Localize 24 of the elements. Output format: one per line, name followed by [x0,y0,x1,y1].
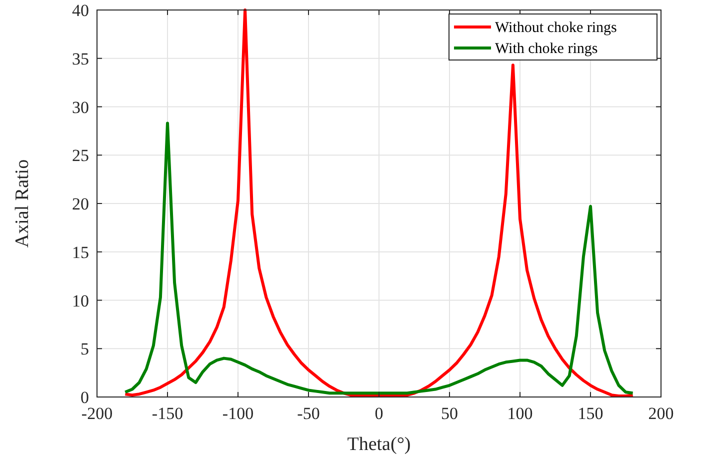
y-tick-label: 35 [72,49,89,68]
y-tick-label: 0 [80,388,89,407]
y-tick-label: 10 [72,291,89,310]
y-tick-label: 25 [72,146,89,166]
y-axis-title: Axial Ratio [12,159,33,248]
x-tick-label: 100 [507,404,533,423]
x-tick-label: 150 [578,404,604,423]
x-tick-label: -100 [222,404,254,423]
x-tick-label: -150 [152,404,184,423]
legend-label: With choke rings [495,41,598,57]
x-tick-label: 200 [648,404,674,423]
x-tick-label: 0 [374,404,384,423]
line-series [124,8,634,398]
x-tick-label: -200 [81,404,113,423]
y-tick-label: 40 [72,1,89,20]
line-series [124,122,634,395]
y-tick-label: 30 [72,98,89,117]
y-tick-label: 15 [72,242,89,262]
legend-label: Without choke rings [495,20,618,36]
x-axis-title: Theta(°) [347,434,411,455]
x-tick-label: 50 [441,404,458,423]
y-tick-label: 5 [80,340,89,359]
y-tick-label: 20 [72,194,89,214]
x-tick-label: -50 [297,404,320,423]
